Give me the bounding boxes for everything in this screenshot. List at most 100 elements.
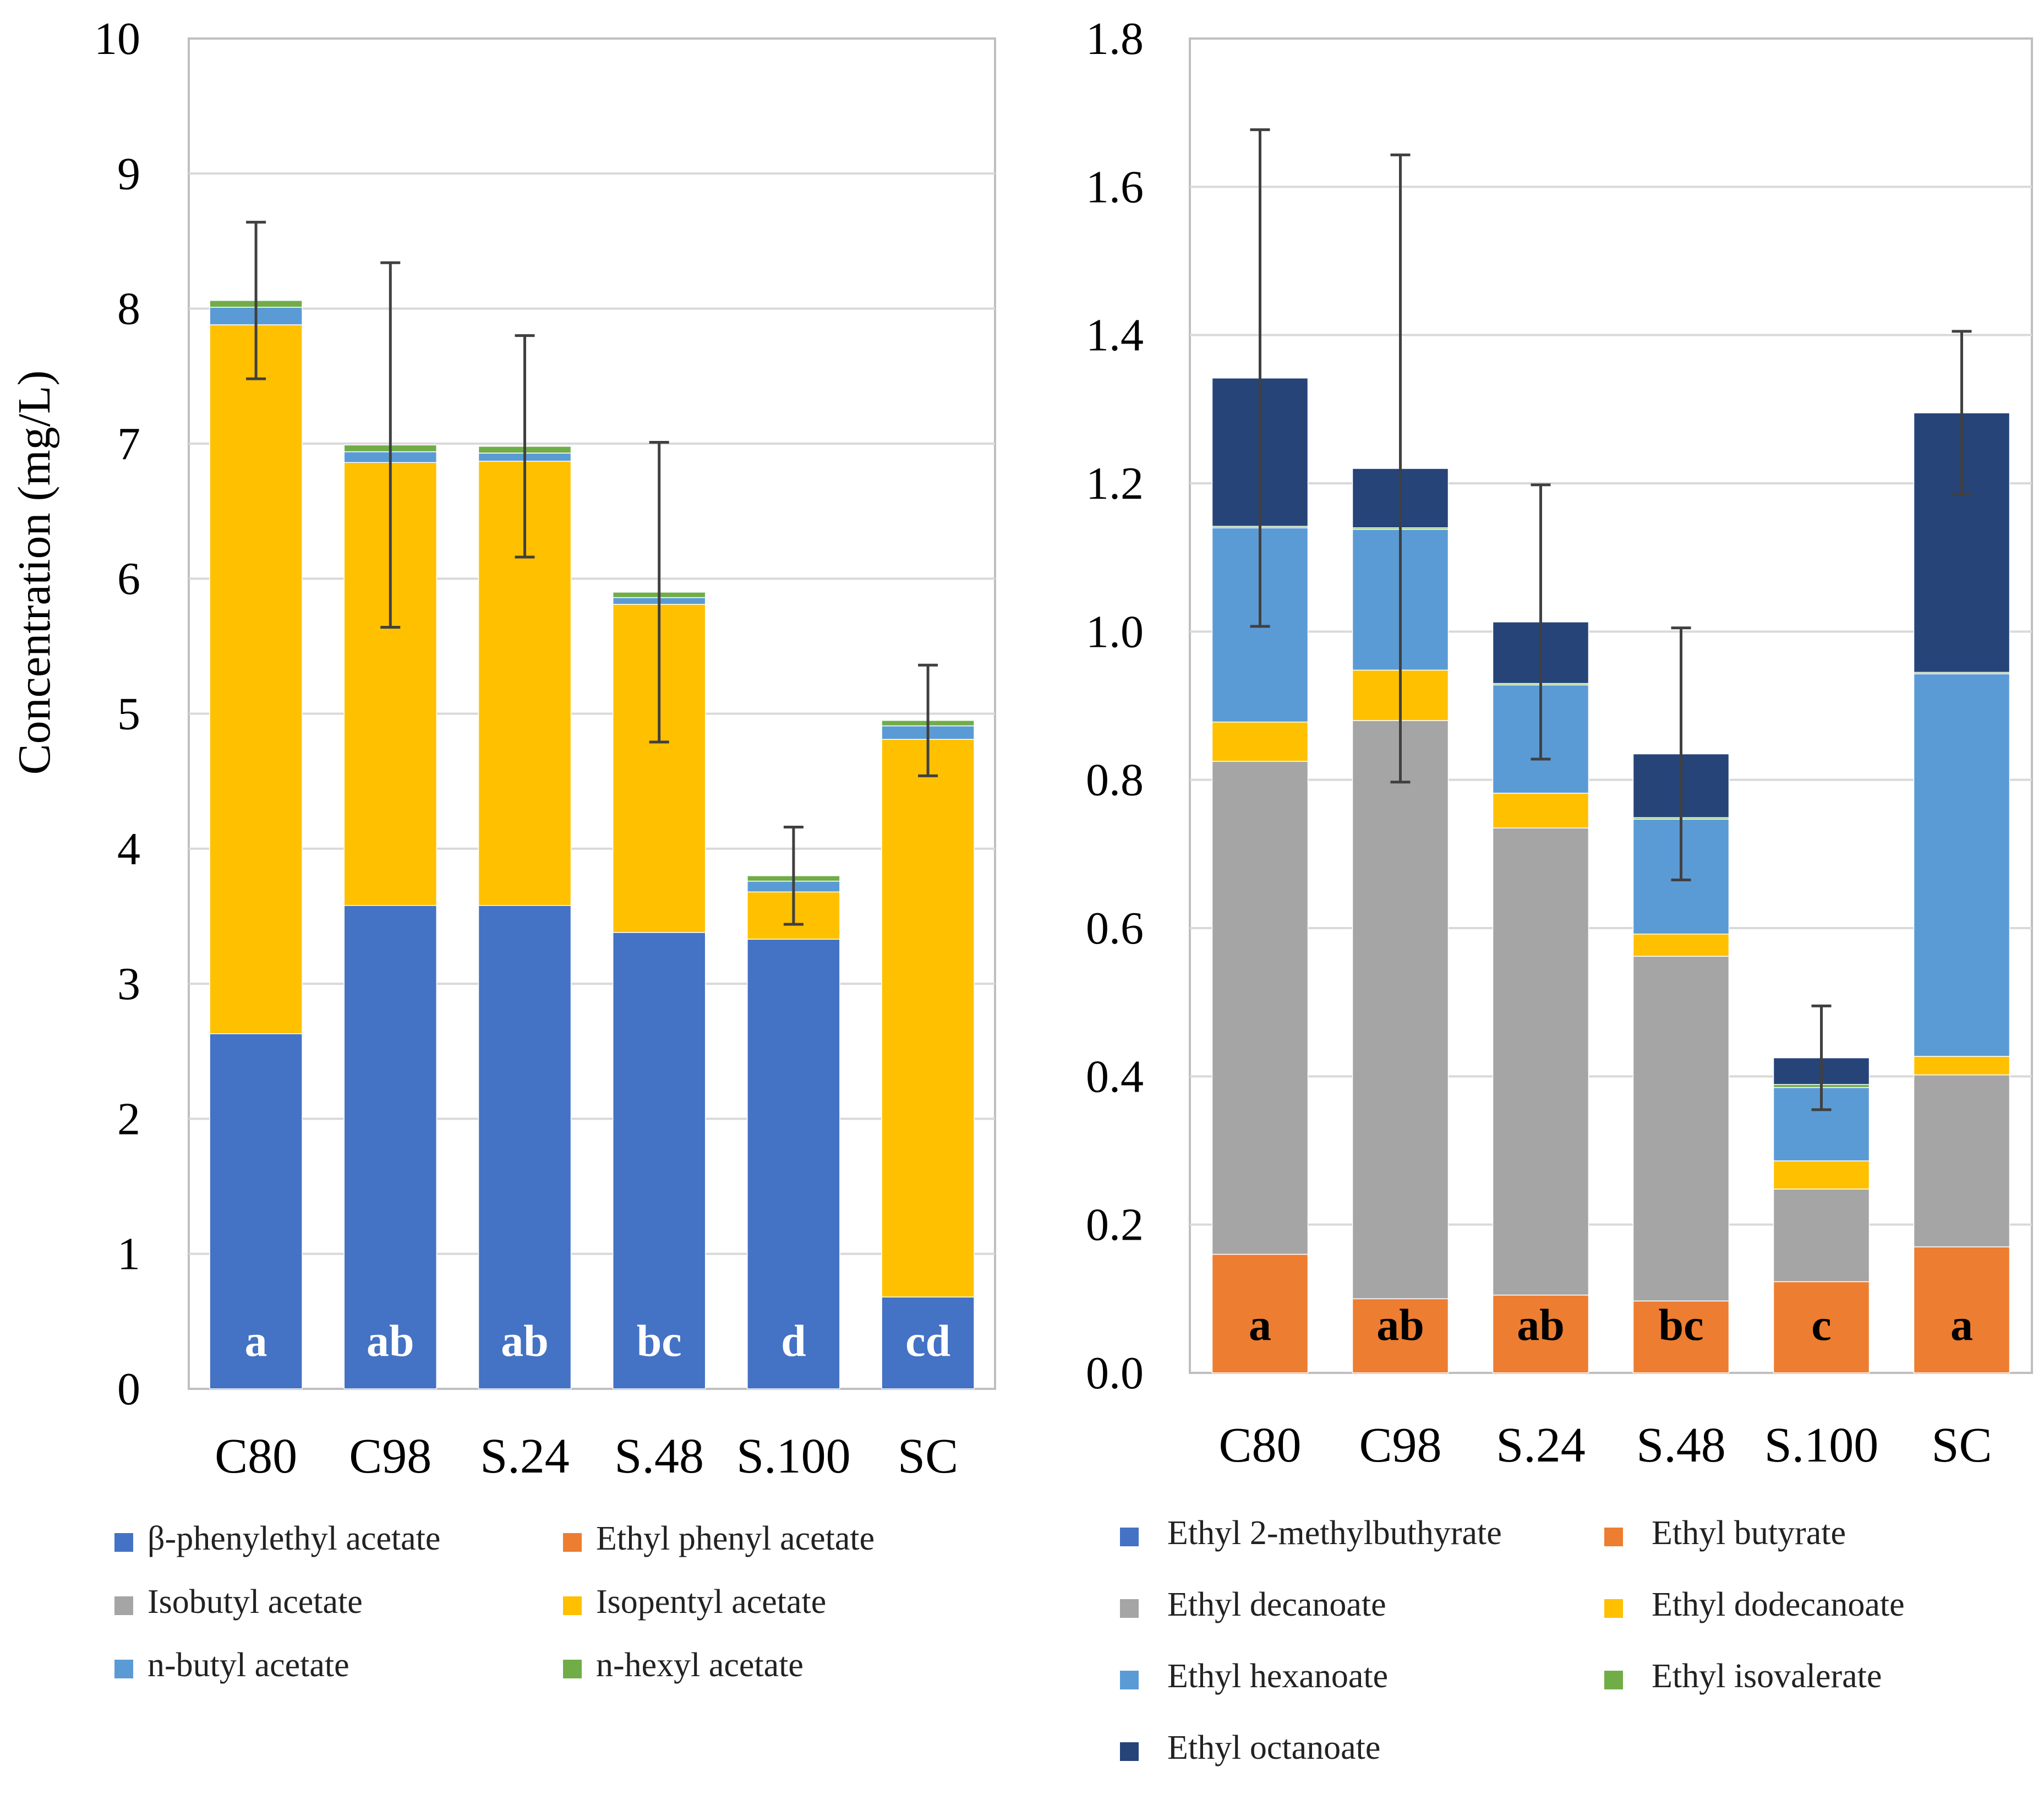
acetates-x-tick-label: S.48 xyxy=(614,1429,704,1484)
ethyl-esters-y-tick-label: 1.4 xyxy=(1086,310,1144,361)
acetates-legend-label: Isopentyl acetate xyxy=(596,1583,826,1621)
acetates-bar-segment xyxy=(209,324,303,1034)
acetates-bar-segment xyxy=(612,932,706,1389)
ethyl-esters-significance-label: ab xyxy=(1517,1300,1565,1350)
acetates-y-tick-label: 10 xyxy=(94,13,140,64)
acetates-legend-label: β-phenylethyl acetate xyxy=(147,1520,440,1557)
ethyl-esters-legend-label: Ethyl isovalerate xyxy=(1652,1657,1882,1695)
ethyl-esters-legend-label: Ethyl butyrate xyxy=(1652,1514,1846,1552)
ethyl-esters-legend-swatch xyxy=(1604,1528,1623,1546)
acetates-gridlines xyxy=(189,172,995,1255)
acetates-legend-swatch xyxy=(114,1660,133,1678)
acetates-y-tick-label: 6 xyxy=(117,553,140,604)
ethyl-esters-legend-swatch xyxy=(1120,1671,1139,1689)
acetates-x-tick-labels: C80 C98 S.24 S.48 S.100 SC xyxy=(215,1429,958,1484)
acetates-legend-swatch xyxy=(114,1596,133,1615)
ethyl-esters-bar-segment xyxy=(1773,1188,1870,1283)
ethyl-esters-y-tick-label: 1.8 xyxy=(1086,13,1144,64)
ethyl-esters-y-tick-label: 0.8 xyxy=(1086,755,1144,806)
acetates-significance-labels: a ab ab bc d cd xyxy=(245,1316,950,1366)
ethyl-esters-bar-segment xyxy=(1773,1281,1870,1373)
acetates-bar-segment xyxy=(881,1296,975,1389)
acetates-y-tick-label: 7 xyxy=(117,418,140,470)
ethyl-esters-x-tick-label: S.48 xyxy=(1636,1418,1726,1473)
acetates-legend-label: n-hexyl acetate xyxy=(596,1646,804,1684)
ethyl-esters-y-tick-label: 0.6 xyxy=(1086,903,1144,954)
acetates-bar-segment xyxy=(478,905,572,1389)
ethyl-esters-bar-segment xyxy=(1913,1246,2010,1373)
ethyl-esters-legend-label: Ethyl 2-methylbuthyrate xyxy=(1167,1514,1502,1552)
ethyl-esters-legend-label: Ethyl hexanoate xyxy=(1167,1657,1388,1695)
acetates-y-tick-label: 3 xyxy=(117,958,140,1010)
ethyl-esters-y-tick-label: 1.0 xyxy=(1086,606,1144,657)
acetates-y-tick-label: 8 xyxy=(117,283,140,335)
ethyl-esters-bar-segment xyxy=(1632,956,1730,1302)
ethyl-esters-bar-segment xyxy=(1211,761,1309,1255)
acetates-legend: β-phenylethyl acetate Ethyl phenyl acetat… xyxy=(114,1520,875,1684)
acetates-bar-segment xyxy=(747,939,840,1389)
acetates-legend-swatch xyxy=(114,1533,133,1552)
ethyl-esters-y-tick-label: 0.2 xyxy=(1086,1199,1144,1251)
ethyl-esters-legend-label: Ethyl dodecanoate xyxy=(1652,1586,1905,1623)
acetates-y-tick-label: 2 xyxy=(117,1093,140,1144)
ethyl-esters-legend: Ethyl 2-methylbuthyrate Ethyl butyrate Eth… xyxy=(1120,1514,1905,1766)
ethyl-esters-legend-swatch xyxy=(1120,1599,1139,1618)
acetates-x-tick-label: C80 xyxy=(215,1429,297,1484)
ethyl-esters-legend-swatch xyxy=(1120,1742,1139,1761)
ethyl-esters-plot-area xyxy=(1189,37,2033,1374)
acetates-y-tick-label: 1 xyxy=(117,1229,140,1280)
acetates-legend-label: Ethyl phenyl acetate xyxy=(596,1520,875,1557)
acetates-legend-label: Isobutyl acetate xyxy=(147,1583,363,1621)
ethyl-esters-bar-segment xyxy=(1632,1300,1730,1373)
ethyl-esters-x-tick-label: SC xyxy=(1931,1418,1992,1473)
ethyl-esters-bar-segment xyxy=(1913,673,2010,1057)
ethyl-esters-bar-segment xyxy=(1492,827,1589,1296)
ethyl-esters-bar-segment xyxy=(1913,1074,2010,1247)
ethyl-esters-significance-label: a xyxy=(1950,1300,1973,1350)
acetates-y-tick-label: 5 xyxy=(117,689,140,740)
ethyl-esters-legend-swatch xyxy=(1604,1671,1623,1689)
ethyl-esters-bar-segment xyxy=(1632,934,1730,957)
ethyl-esters-legend-label: Ethyl decanoate xyxy=(1167,1586,1386,1623)
ethyl-esters-x-tick-labels: C80 C98 S.24 S.48 S.100 SC xyxy=(1218,1418,1992,1473)
acetates-legend-swatch xyxy=(563,1596,582,1615)
ethyl-esters-y-tick-label: 1.6 xyxy=(1086,161,1144,212)
acetates-significance-label: bc xyxy=(637,1316,682,1366)
acetates-x-tick-label: C98 xyxy=(349,1429,431,1484)
ethyl-esters-legend-swatch xyxy=(1120,1528,1139,1546)
acetates-bar-segment xyxy=(881,739,975,1297)
acetates-significance-label: cd xyxy=(905,1316,950,1366)
acetates-x-tick-label: S.24 xyxy=(480,1429,570,1484)
acetates-significance-label: a xyxy=(245,1316,267,1366)
ethyl-esters-chart: a ab ab bc c a 0.0 0.2 0.4 0.6 0.8 1.0 1.2 1.4 1.6 1.8… xyxy=(1086,13,2033,1766)
ethyl-esters-bar-segment xyxy=(1211,721,1309,762)
acetates-legend-swatch xyxy=(563,1660,582,1678)
ethyl-esters-bar-segment xyxy=(1913,1056,2010,1076)
acetates-significance-label: d xyxy=(781,1316,806,1366)
ethyl-esters-x-tick-label: C98 xyxy=(1359,1418,1441,1473)
ethyl-esters-x-tick-label: S.100 xyxy=(1764,1418,1879,1473)
acetates-y-tick-label: 0 xyxy=(117,1364,140,1415)
acetates-y-tick-label: 9 xyxy=(117,148,140,199)
ethyl-esters-significance-label: ab xyxy=(1376,1300,1424,1350)
ethyl-esters-y-tick-label: 0.0 xyxy=(1086,1348,1144,1399)
acetates-x-tick-label: SC xyxy=(898,1429,958,1484)
ethyl-esters-bars xyxy=(1211,378,2010,1373)
ethyl-esters-bar-segment xyxy=(1352,1298,1449,1373)
acetates-legend-label: n-butyl acetate xyxy=(147,1646,349,1684)
acetates-chart: a ab ab bc d cd 0 1 2 3 4 5 6 7 8 9 10 C80 C98 S.24 S.48 S.… xyxy=(9,13,996,1684)
ethyl-esters-y-tick-label: 0.4 xyxy=(1086,1051,1144,1102)
ethyl-esters-y-tick-label: 1.2 xyxy=(1086,458,1144,509)
ethyl-esters-y-tick-labels: 0.0 0.2 0.4 0.6 0.8 1.0 1.2 1.4 1.6 1.8 xyxy=(1086,13,1144,1399)
ethyl-esters-legend-label: Ethyl octanoate xyxy=(1167,1729,1380,1766)
ethyl-esters-significance-labels: a ab ab bc c a xyxy=(1249,1300,1973,1350)
ethyl-esters-significance-label: c xyxy=(1811,1300,1831,1350)
acetates-legend-swatch xyxy=(563,1533,582,1552)
acetates-y-tick-labels: 0 1 2 3 4 5 6 7 8 9 10 xyxy=(94,13,140,1415)
ethyl-esters-bar-segment xyxy=(1773,1160,1870,1190)
acetates-significance-label: ab xyxy=(367,1316,414,1366)
acetates-x-tick-label: S.100 xyxy=(736,1429,851,1484)
acetates-bar-segment xyxy=(209,1033,303,1389)
ethyl-esters-significance-label: bc xyxy=(1659,1300,1704,1350)
